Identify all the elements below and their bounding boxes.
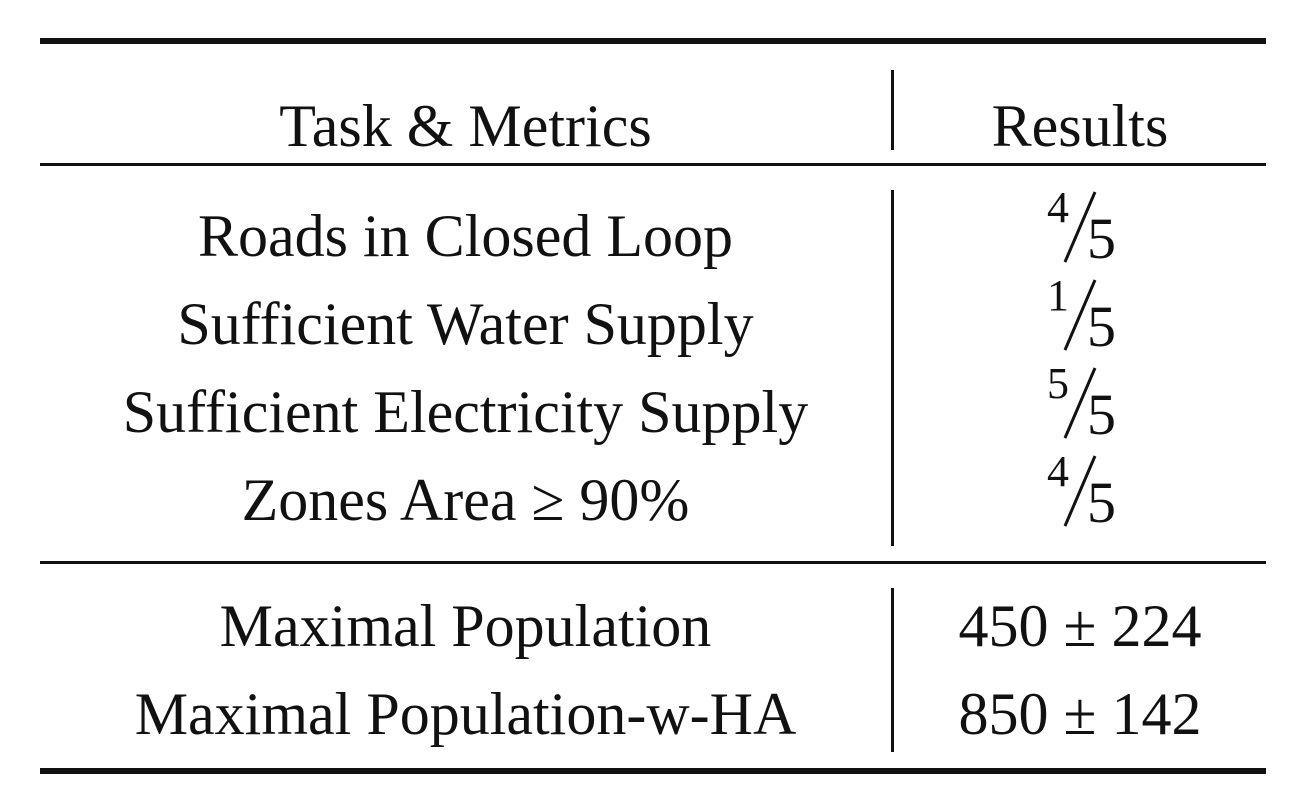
- population-row-result: 450 ± 224: [958, 593, 1202, 659]
- fraction-slash: [1063, 367, 1097, 439]
- header-task-metrics: Task & Metrics: [279, 93, 652, 159]
- top-rule: [40, 38, 1266, 44]
- fraction-numerator: 1: [1047, 271, 1069, 320]
- row-result: 1 5: [894, 271, 1266, 356]
- section-rule: [40, 561, 1266, 564]
- fraction-slash: [1063, 191, 1097, 263]
- fraction-denominator: 5: [1087, 470, 1116, 535]
- row-result: 5 5: [894, 359, 1266, 444]
- row-task: Sufficient Electricity Supply: [122, 379, 809, 445]
- row-result: 4 5: [894, 447, 1266, 532]
- fraction: 5 5: [1025, 359, 1135, 444]
- section1-divider: [891, 190, 894, 546]
- fraction-numerator: 4: [1047, 183, 1069, 232]
- fraction-slash: [1063, 279, 1097, 351]
- fraction-denominator: 5: [1087, 206, 1116, 271]
- fraction-denominator: 5: [1087, 294, 1116, 359]
- header-divider: [891, 70, 894, 150]
- row-task: Zones Area ≥ 90%: [241, 467, 690, 533]
- row-task: Sufficient Water Supply: [177, 291, 754, 357]
- bottom-rule: [40, 768, 1266, 774]
- section2-divider: [891, 588, 894, 752]
- fraction-slash: [1063, 455, 1097, 527]
- row-result: 4 5: [894, 183, 1266, 268]
- row-task: Roads in Closed Loop: [198, 203, 733, 269]
- fraction: 1 5: [1025, 271, 1135, 356]
- header-rule: [40, 163, 1266, 166]
- fraction: 4 5: [1025, 447, 1135, 532]
- results-table: Task & Metrics Results Roads in Closed L…: [40, 38, 1266, 775]
- fraction-numerator: 4: [1047, 447, 1069, 496]
- population-row-task: Maximal Population: [219, 593, 712, 659]
- population-row-task: Maximal Population-w-HA: [134, 681, 797, 747]
- header-results: Results: [991, 93, 1169, 159]
- population-row-result: 850 ± 142: [958, 681, 1202, 747]
- fraction-denominator: 5: [1087, 382, 1116, 447]
- fraction: 4 5: [1025, 183, 1135, 268]
- fraction-numerator: 5: [1047, 359, 1069, 408]
